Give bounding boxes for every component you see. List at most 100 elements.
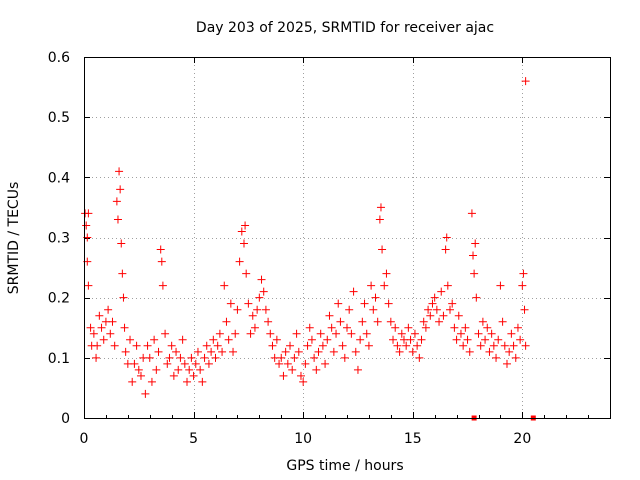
data-point	[250, 323, 259, 332]
data-point	[130, 359, 139, 368]
data-point	[424, 305, 433, 314]
data-point	[303, 341, 312, 350]
data-point	[222, 317, 231, 326]
data-point	[345, 305, 354, 314]
data-point	[469, 251, 478, 260]
data-point	[191, 359, 200, 368]
data-point	[163, 359, 172, 368]
data-point	[432, 305, 441, 314]
data-point	[509, 341, 518, 350]
data-point	[476, 341, 485, 350]
data-point	[417, 335, 426, 344]
data-point	[283, 359, 292, 368]
data-point	[358, 317, 367, 326]
data-point	[136, 371, 145, 380]
data-point	[84, 281, 93, 290]
data-point	[95, 311, 104, 320]
data-point	[521, 341, 530, 350]
data-point	[371, 293, 380, 302]
data-point	[471, 239, 480, 248]
data-point	[481, 335, 490, 344]
data-point	[224, 335, 233, 344]
data-point	[237, 227, 246, 236]
data-point	[165, 353, 174, 362]
data-point	[204, 359, 213, 368]
x-tick-label: 20	[513, 431, 531, 447]
x-tick-label: 5	[189, 431, 198, 447]
tick-labels: 0 5 10 15 20 0 0.1 0.2 0.3 0.4 0.5 0.6	[48, 50, 532, 447]
y-tick-label: 0.1	[48, 351, 70, 367]
data-point	[494, 335, 503, 344]
y-tick-label: 0.2	[48, 291, 70, 307]
data-point	[132, 341, 141, 350]
data-point	[413, 341, 422, 350]
data-point	[518, 281, 527, 290]
data-point	[446, 305, 455, 314]
data-point	[351, 347, 360, 356]
data-point	[220, 281, 229, 290]
data-point	[421, 323, 430, 332]
data-point	[112, 197, 121, 206]
data-point	[492, 353, 501, 362]
data-point	[367, 281, 376, 290]
data-point	[307, 335, 316, 344]
data-point	[290, 353, 299, 362]
data-point	[235, 257, 244, 266]
data-point	[134, 365, 143, 374]
data-point	[202, 341, 211, 350]
data-point	[452, 335, 461, 344]
data-point	[415, 353, 424, 362]
data-point	[244, 299, 253, 308]
plot-frame	[84, 57, 611, 419]
data-point	[502, 359, 511, 368]
data-point	[353, 365, 362, 374]
data-point	[516, 335, 525, 344]
data-point	[272, 335, 281, 344]
data-point	[356, 335, 365, 344]
data-point	[454, 311, 463, 320]
data-point	[248, 311, 257, 320]
data-point	[334, 299, 343, 308]
data-point	[156, 245, 165, 254]
data-point	[485, 347, 494, 356]
data-point	[507, 329, 516, 338]
data-point	[362, 329, 371, 338]
data-point	[183, 377, 192, 386]
data-point	[200, 353, 209, 362]
data-point	[141, 389, 150, 398]
data-point	[207, 347, 216, 356]
data-point	[93, 341, 102, 350]
data-point	[264, 317, 273, 326]
data-point	[115, 167, 124, 176]
data-point	[161, 329, 170, 338]
data-point	[99, 335, 108, 344]
data-point	[233, 305, 242, 314]
data-point	[513, 323, 522, 332]
data-point	[299, 377, 308, 386]
data-point	[180, 359, 189, 368]
data-point	[113, 215, 122, 224]
data-point	[104, 305, 113, 314]
data-point	[395, 347, 404, 356]
data-point	[443, 281, 452, 290]
y-tick-label: 0.6	[48, 50, 70, 66]
data-point	[465, 347, 474, 356]
data-point	[120, 323, 129, 332]
data-point	[296, 371, 305, 380]
data-point	[487, 329, 496, 338]
data-point	[325, 311, 334, 320]
data-point	[215, 329, 224, 338]
data-point	[426, 311, 435, 320]
data-point	[305, 323, 314, 332]
data-point	[360, 299, 369, 308]
data-point	[338, 341, 347, 350]
data-point	[505, 347, 514, 356]
data-point	[268, 341, 277, 350]
data-point	[277, 353, 286, 362]
data-point	[92, 353, 101, 362]
data-point	[189, 371, 198, 380]
data-point	[470, 269, 479, 278]
data-point	[239, 239, 248, 248]
data-point	[419, 317, 428, 326]
data-point	[474, 329, 483, 338]
